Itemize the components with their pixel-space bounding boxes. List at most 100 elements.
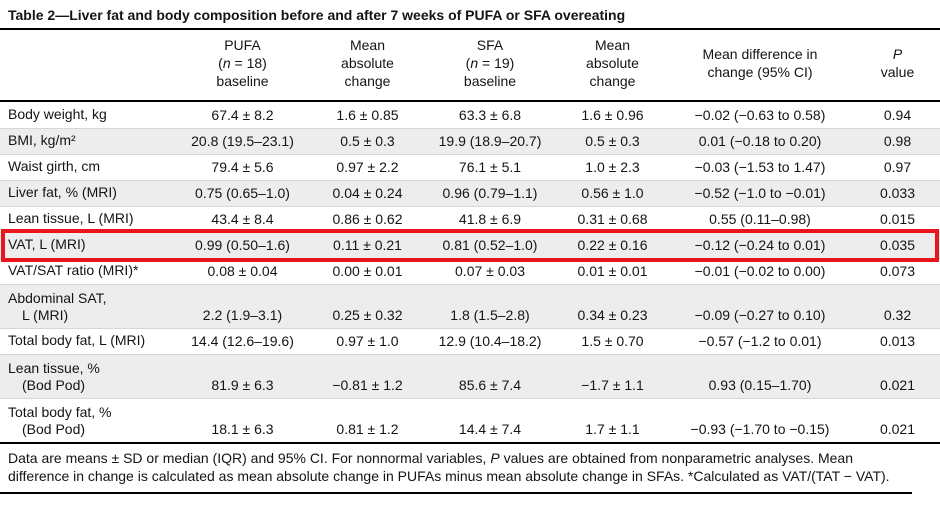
cell-value: 0.97	[883, 159, 912, 176]
cell-value: 0.32	[883, 306, 912, 323]
row-label: Abdominal SAT, L (MRI)	[0, 286, 170, 328]
cell-value: −1.7 ± 1.1	[581, 376, 644, 393]
paren: (	[465, 54, 471, 71]
row-bmi: BMI, kg/m² 20.8 (19.5–23.1) 0.5 ± 0.3 19…	[0, 127, 940, 154]
row-label: Total body fat, % (Bod Pod)	[0, 400, 170, 442]
row-label: Body weight, kg	[8, 105, 107, 122]
row-liver-fat: Liver fat, % (MRI) 0.75 (0.65–1.0) 0.04 …	[0, 179, 940, 206]
cell-value: −0.57 (−1.2 to 0.01)	[698, 333, 822, 350]
cell-value: 0.021	[879, 376, 916, 393]
cell-value: 1.7 ± 1.1	[585, 420, 640, 437]
row-vat: VAT, L (MRI) 0.99 (0.50–1.6) 0.11 ± 0.21…	[0, 228, 940, 262]
row-label-line2: (Bod Pod)	[22, 421, 86, 438]
cell-value: 12.9 (10.4–18.2)	[438, 333, 542, 350]
row-label: VAT, L (MRI)	[8, 236, 86, 253]
cell-value: 0.11 ± 0.21	[333, 237, 402, 254]
empty-header-cell	[0, 61, 170, 67]
table-body: Body weight, kg 67.4 ± 8.2 1.6 ± 0.85 63…	[0, 102, 940, 444]
cell-value: 0.99 (0.50–1.6)	[195, 237, 290, 254]
col-header-pufa-change: Mean absolute change	[315, 34, 420, 94]
header-line: change (95% CI)	[707, 63, 813, 80]
cell-value: 0.34 ± 0.23	[577, 306, 648, 323]
cell-value: 19.9 (18.9–20.7)	[438, 133, 542, 150]
cell-value: 0.04 ± 0.24	[332, 185, 403, 202]
header-line: Mean	[594, 37, 631, 53]
col-header-pufa-baseline: PUFA (n = 18) baseline	[170, 34, 315, 94]
n-count: = 18)	[230, 54, 267, 71]
cell-value: 0.01 ± 0.01	[577, 263, 648, 280]
row-label-line2: L (MRI)	[22, 307, 69, 324]
cell-value: 0.013	[879, 333, 916, 350]
row-waist-girth: Waist girth, cm 79.4 ± 5.6 0.97 ± 2.2 76…	[0, 153, 940, 180]
cell-value: 0.015	[879, 211, 916, 228]
header-line: Mean difference in	[702, 45, 818, 62]
row-body-weight: Body weight, kg 67.4 ± 8.2 1.6 ± 0.85 63…	[0, 102, 940, 128]
cell-value: 1.0 ± 2.3	[585, 159, 640, 176]
row-label: VAT/SAT ratio (MRI)*	[8, 262, 139, 279]
cell-value: 0.93 (0.15–1.70)	[708, 376, 812, 393]
cell-value: 43.4 ± 8.4	[211, 211, 274, 228]
cell-value: 0.81 (0.52–1.0)	[442, 237, 538, 254]
header-line: baseline	[463, 72, 517, 89]
col-header-sfa-change: Mean absolute change	[560, 34, 665, 94]
cell-value: 1.8 (1.5–2.8)	[450, 306, 530, 323]
row-label: Waist girth, cm	[8, 158, 101, 175]
footnote-text: Data are means ± SD or median (IQR) and …	[8, 449, 491, 466]
cell-value: 0.08 ± 0.04	[207, 263, 278, 280]
cell-value: −0.09 (−0.27 to 0.10)	[694, 306, 826, 323]
cell-value: 0.55 (0.11–0.98)	[709, 211, 811, 228]
row-label-line1: Abdominal SAT,	[8, 289, 107, 306]
cell-value: 0.00 ± 0.01	[332, 263, 403, 280]
header-line: change	[589, 72, 636, 89]
header-line: P	[859, 46, 936, 64]
header-line: (n = 19)	[424, 55, 556, 73]
header-line: SFA	[476, 37, 504, 53]
cell-value: 2.2 (1.9–3.1)	[202, 306, 283, 323]
cell-value: 0.25 ± 0.32	[332, 306, 403, 323]
cell-value: 79.4 ± 5.6	[211, 159, 274, 176]
cell-value: −0.12 (−0.24 to 0.01)	[694, 237, 826, 254]
row-total-body-fat-l: Total body fat, L (MRI) 14.4 (12.6–19.6)…	[0, 327, 940, 354]
cell-value: 0.07 ± 0.03	[455, 263, 525, 280]
cell-value: 0.86 ± 0.62	[332, 211, 403, 228]
header-line: absolute	[341, 54, 394, 71]
header-line: baseline	[216, 72, 269, 89]
cell-value: 0.94	[883, 106, 912, 123]
cell-value: 85.6 ± 7.4	[458, 376, 522, 393]
row-label: Liver fat, % (MRI)	[8, 184, 117, 201]
row-lean-tissue-l: Lean tissue, L (MRI) 43.4 ± 8.4 0.86 ± 0…	[0, 205, 940, 232]
cell-value: 0.81 ± 1.2	[336, 420, 399, 437]
cell-value: 63.3 ± 6.8	[458, 106, 522, 123]
cell-value: 0.22 ± 0.16	[577, 237, 648, 254]
row-abdominal-sat: Abdominal SAT, L (MRI) 2.2 (1.9–3.1) 0.2…	[0, 283, 940, 328]
cell-value: 0.073	[879, 263, 916, 280]
row-label-line2: (Bod Pod)	[22, 377, 86, 394]
header-line: (n = 18)	[174, 55, 311, 73]
cell-value: −0.52 (−1.0 to −0.01)	[694, 185, 826, 202]
row-total-body-fat-pct: Total body fat, % (Bod Pod) 18.1 ± 6.3 0…	[0, 397, 940, 442]
italic-p: P	[490, 449, 500, 466]
cell-value: 0.01 (−0.18 to 0.20)	[698, 133, 822, 150]
col-header-p-value: P value	[855, 43, 940, 85]
cell-value: 20.8 (19.5–23.1)	[191, 133, 294, 150]
cell-value: −0.01 (−0.02 to 0.00)	[694, 263, 826, 280]
cell-value: 0.033	[879, 185, 916, 202]
row-label: Lean tissue, L (MRI)	[8, 210, 134, 227]
cell-value: 0.021	[879, 420, 916, 437]
row-lean-tissue-pct: Lean tissue, % (Bod Pod) 81.9 ± 6.3 −0.8…	[0, 353, 940, 398]
cell-value: 1.5 ± 0.70	[581, 333, 644, 350]
row-label-line1: Lean tissue, %	[8, 359, 100, 376]
table-header: PUFA (n = 18) baseline Mean absolute cha…	[0, 30, 940, 102]
paper-table-figure: Table 2—Liver fat and body composition b…	[0, 7, 940, 495]
header-line: value	[880, 63, 915, 80]
cell-value: 0.97 ± 2.2	[336, 159, 399, 176]
header-line: change	[344, 72, 391, 89]
cell-value: 0.5 ± 0.3	[340, 133, 395, 150]
cell-value: 0.97 ± 1.0	[336, 333, 399, 350]
cell-value: 67.4 ± 8.2	[211, 106, 274, 123]
row-label: BMI, kg/m²	[8, 132, 76, 149]
cell-value: 0.5 ± 0.3	[585, 133, 640, 150]
cell-value: 0.98	[883, 133, 912, 150]
cell-value: 41.8 ± 6.9	[458, 211, 522, 228]
header-line: Mean	[349, 37, 386, 53]
